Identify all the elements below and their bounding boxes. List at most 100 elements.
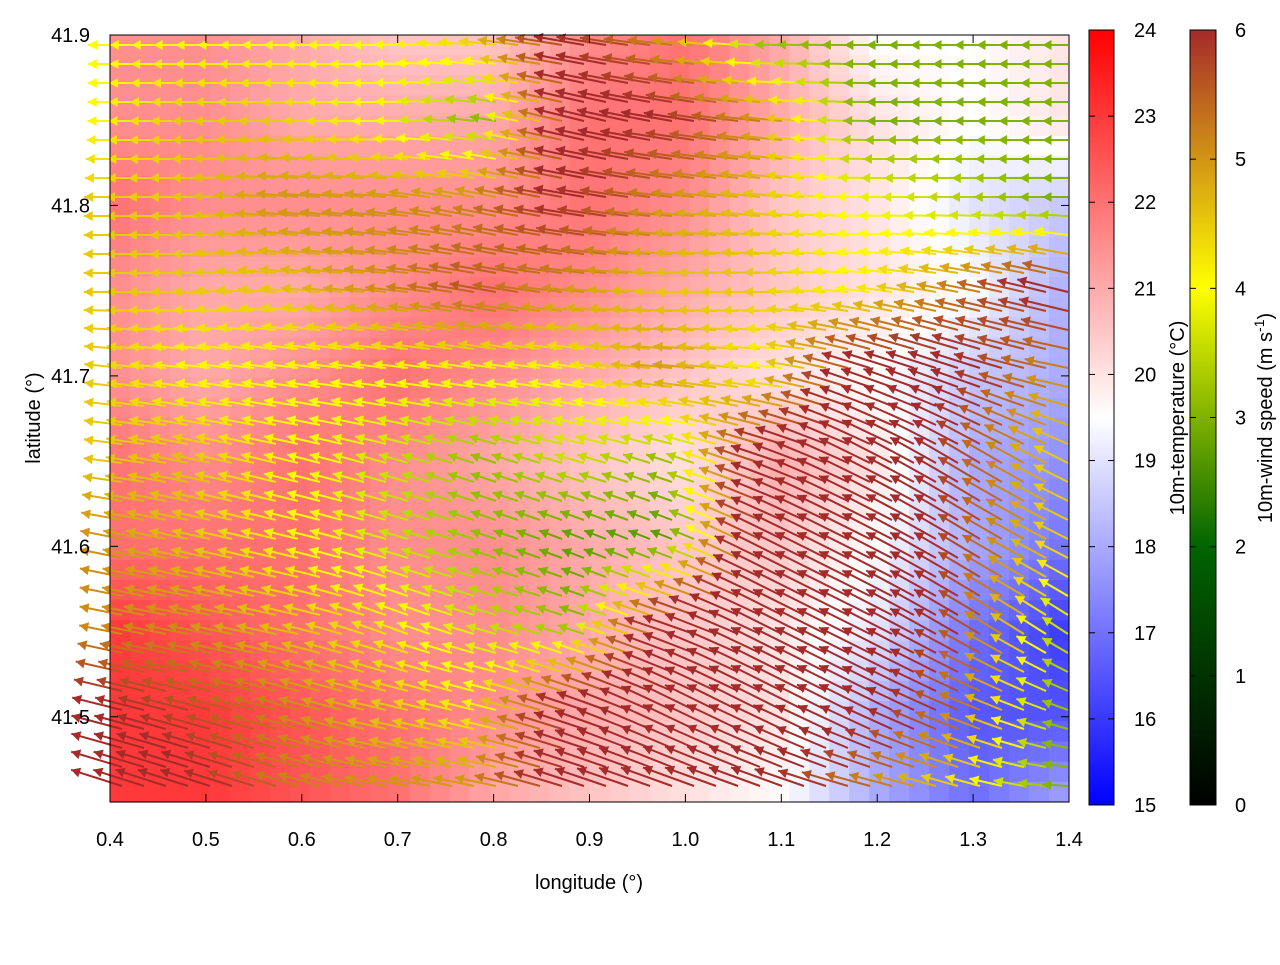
x-tick-label: 0.4 [96,829,124,851]
heatmap-cell [1049,519,1070,540]
wind-colorbar-tick-label: 4 [1235,278,1246,300]
heatmap-cell [130,116,151,137]
x-tick-label: 0.6 [288,829,316,851]
heatmap-cell [609,277,630,298]
heatmap-cell [729,540,750,561]
wind-colorbar-tick-label: 2 [1235,537,1246,559]
heatmap-cell [789,55,810,76]
wind-colorbar-tick-label: 6 [1235,20,1246,42]
wind-label-main: 10m-wind speed (m s [1255,332,1277,523]
heatmap-cell [290,96,311,117]
temperature-colorbar-tick-label: 22 [1134,192,1156,214]
heatmap-cell [889,116,910,137]
heatmap-cell [709,277,730,298]
heatmap-cell [490,600,511,621]
heatmap-cell [969,620,990,641]
heatmap-cell [210,96,231,117]
heatmap-cell [729,277,750,298]
heatmap-cell [729,297,750,318]
heatmap-cell [510,499,531,520]
heatmap-cell [1049,96,1070,117]
heatmap-cell [290,116,311,137]
wind-colorbar-tick-label: 5 [1235,149,1246,171]
heatmap-cell [969,116,990,137]
heatmap-cell [110,96,131,117]
heatmap-cell [550,378,571,399]
x-tick-label: 0.5 [192,829,220,851]
heatmap-cell [889,96,910,117]
wind-label-sup: -1 [1251,319,1267,332]
heatmap-cell [150,277,171,298]
heatmap-cell [410,519,431,540]
temperature-colorbar-tick-label: 19 [1134,451,1156,473]
y-axis-label: latitude (°) [23,372,45,463]
heatmap-cell [150,116,171,137]
heatmap-cell [649,681,670,702]
heatmap-cell [1049,560,1070,581]
heatmap-cell [789,277,810,298]
heatmap-cell [729,75,750,96]
heatmap-cell [270,96,291,117]
y-tick-label: 41.9 [51,25,90,47]
heatmap-cell [1049,378,1070,399]
wind-colorbar-label: 10m-wind speed (m s-1) [1251,313,1277,523]
heatmap-cell [370,580,391,601]
heatmap-cell [1049,55,1070,76]
heatmap-cell [390,55,411,76]
heatmap-cell [310,358,331,379]
heatmap-cell [1049,176,1070,197]
x-tick-label: 1.2 [863,829,891,851]
wind-label-end: ) [1255,313,1277,320]
temperature-colorbar-tick-label: 21 [1134,278,1156,300]
heatmap-cell [470,378,491,399]
wind-colorbar-tick-label: 0 [1235,795,1246,817]
heatmap-cell [849,620,870,641]
heatmap-cell [190,75,211,96]
heatmap-cell [270,55,291,76]
temperature-colorbar-tick-label: 16 [1134,709,1156,731]
heatmap-cell [829,75,850,96]
heatmap-cell [230,277,251,298]
x-tick-label: 1.1 [767,829,795,851]
heatmap-cell [1049,75,1070,96]
heatmap-cell [669,277,690,298]
heatmap-cell [150,196,171,217]
temperature-colorbar [1089,30,1114,805]
heatmap-cell [190,96,211,117]
heatmap-cell [609,257,630,278]
temperature-colorbar-tick-label: 24 [1134,20,1156,42]
heatmap-cell [949,237,970,258]
heatmap-cell [390,96,411,117]
heatmap-cell [210,277,231,298]
heatmap-cell [130,75,151,96]
heatmap-cell [1049,257,1070,278]
heatmap-cell [210,257,231,278]
heatmap-cell [909,116,930,137]
temperature-heatmap [110,35,1070,803]
heatmap-cell [649,277,670,298]
x-axis-label: longitude (°) [535,872,643,894]
heatmap-cell [110,75,131,96]
heatmap-cell [150,297,171,318]
y-tick-label: 41.8 [51,195,90,217]
temperature-colorbar-label: 10m-temperature (°C) [1167,321,1189,516]
heatmap-cell [130,55,151,76]
heatmap-cell [669,782,690,803]
heatmap-cell [969,96,990,117]
heatmap-cell [1049,499,1070,520]
heatmap-cell [270,75,291,96]
heatmap-cell [210,75,231,96]
heatmap-cell [230,116,251,137]
heatmap-cell [829,257,850,278]
heatmap-cell [769,277,790,298]
y-tick-label: 41.6 [51,536,90,558]
heatmap-cell [1049,439,1070,460]
heatmap-cell [669,297,690,318]
x-tick-label: 1.0 [671,829,699,851]
temperature-colorbar-tick-label: 20 [1134,364,1156,386]
temperature-colorbar-tick-label: 23 [1134,106,1156,128]
heatmap-cell [809,661,830,682]
temperature-colorbar-tick-label: 15 [1134,795,1156,817]
